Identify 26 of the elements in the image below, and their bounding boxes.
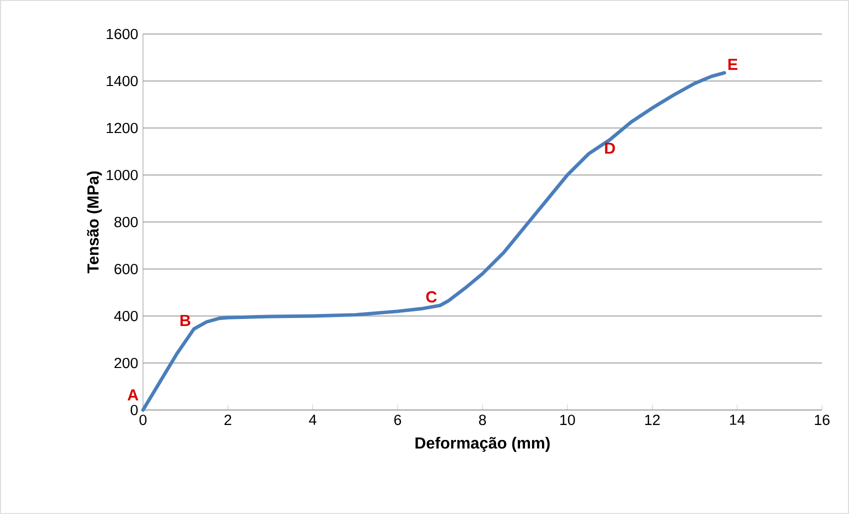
annotation: B: [180, 314, 190, 326]
y-tick-label: 1600: [106, 28, 138, 40]
annotation: E: [728, 58, 738, 70]
y-tick-label: 1000: [106, 170, 138, 180]
y-tick-label: 1400: [106, 76, 138, 86]
annotation: C: [426, 291, 437, 302]
x-tick-label: 16: [814, 414, 830, 426]
annotation: A: [128, 389, 138, 400]
x-tick-label: 14: [730, 414, 745, 425]
line-series: [141, 71, 726, 412]
x-tick-label: 0: [139, 414, 146, 426]
y-tick-label: 200: [114, 358, 138, 368]
x-tick-label: 12: [645, 414, 660, 425]
y-tick-label: 600: [114, 264, 138, 274]
x-tick-label: 4: [309, 414, 316, 425]
x-tick-label: 8: [479, 414, 486, 426]
y-tick-label: 0: [130, 404, 138, 416]
annotation: D: [605, 142, 615, 154]
y-axis-title: Tensão (MPa): [86, 171, 102, 274]
x-axis-title: Deformação (mm): [416, 436, 550, 452]
y-tick-label: 800: [114, 216, 138, 228]
y-tick-label: 1200: [106, 122, 138, 134]
x-tick-label: 2: [224, 414, 232, 425]
x-tick-label: 6: [394, 414, 402, 426]
y-tick-label: 400: [114, 310, 138, 322]
x-tick-label: 10: [560, 414, 575, 426]
